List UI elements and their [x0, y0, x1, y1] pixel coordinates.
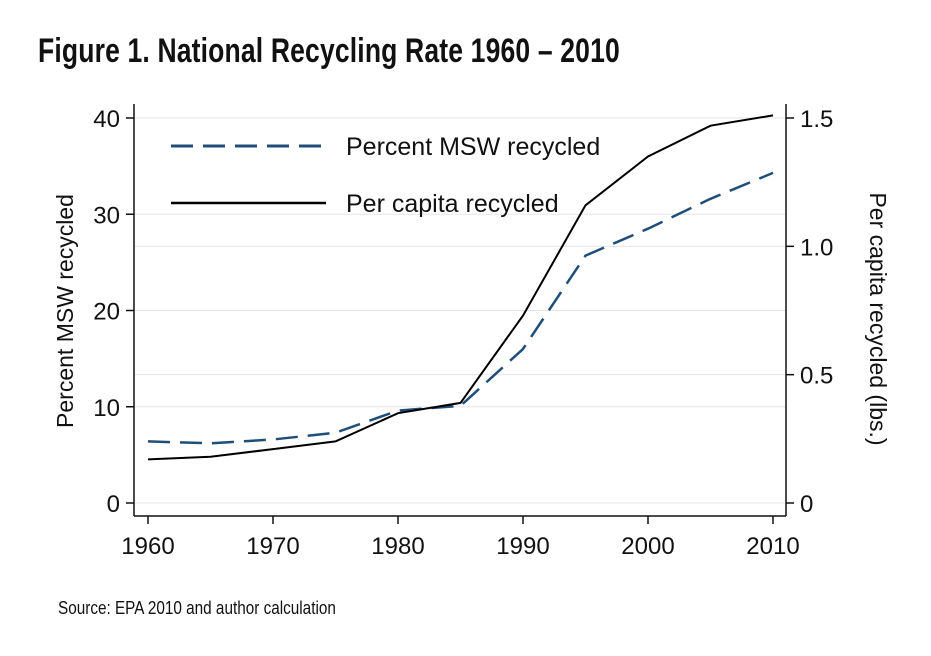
legend-label-percent-msw: Percent MSW recycled — [346, 133, 600, 161]
y-left-tick-label-0: 0 — [107, 491, 120, 518]
y-right-tick-label-0.5: 0.5 — [800, 363, 833, 390]
y-left-tick-label-30: 30 — [93, 202, 120, 229]
x-tick-label-2010: 2010 — [746, 533, 799, 560]
legend: Percent MSW recycled Per capita recycled — [171, 133, 600, 218]
y-right-tick-label-1.0: 1.0 — [800, 234, 833, 261]
series — [147, 114, 774, 461]
x-tick-label-1960: 1960 — [121, 533, 174, 560]
y-left-tick-label-40: 40 — [93, 106, 120, 133]
gridlines — [134, 117, 786, 504]
x-tick-label-2000: 2000 — [621, 533, 674, 560]
series-line-per-capita — [147, 114, 774, 461]
y-left-tick-label-20: 20 — [93, 299, 120, 326]
y-right-tick-label-0: 0 — [800, 491, 813, 518]
series-line-percent-msw — [147, 171, 774, 445]
y-right-tick-label-1.5: 1.5 — [800, 106, 833, 133]
x-tick-label-1990: 1990 — [496, 533, 549, 560]
x-tick-label-1980: 1980 — [371, 533, 424, 560]
legend-label-per-capita: Per capita recycled — [346, 190, 559, 218]
y-axis-right-title: Per capita recycled (lbs.) — [865, 192, 891, 445]
axes: 0 10 20 30 40 0 0.5 1.0 1.5 1960 1970 1980 1990 2000 2… — [52, 104, 891, 560]
figure-title: Figure 1. National Recycling Rate 1960 –… — [38, 32, 620, 70]
x-tick-label-1970: 1970 — [246, 533, 299, 560]
y-left-tick-label-10: 10 — [93, 395, 120, 422]
y-axis-left-title: Percent MSW recycled — [52, 194, 78, 428]
source-note: Source: EPA 2010 and author calculation — [58, 598, 336, 618]
